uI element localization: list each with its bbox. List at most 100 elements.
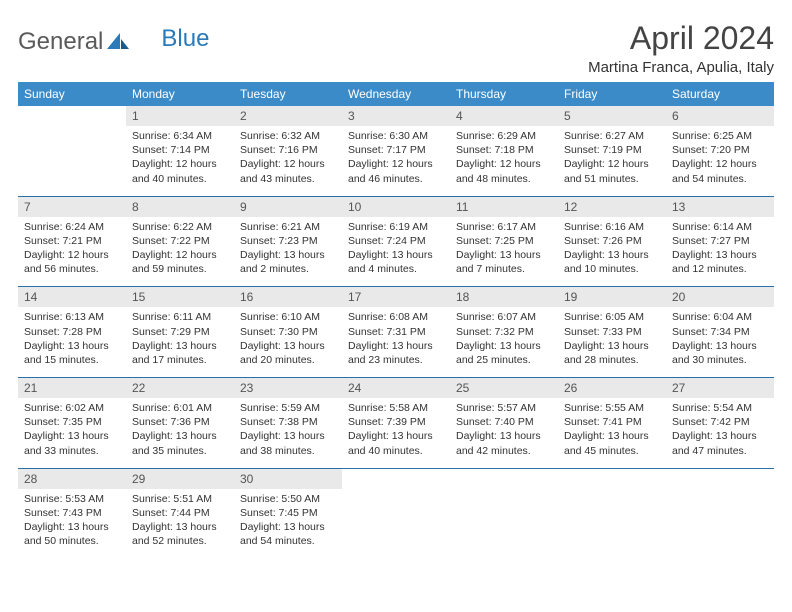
- sunset-text: Sunset: 7:27 PM: [672, 234, 768, 248]
- calendar-table: Sunday Monday Tuesday Wednesday Thursday…: [18, 82, 774, 558]
- sunrise-text: Sunrise: 6:21 AM: [240, 220, 336, 234]
- sunrise-text: Sunrise: 6:22 AM: [132, 220, 228, 234]
- sunset-text: Sunset: 7:16 PM: [240, 143, 336, 157]
- day-info: Sunrise: 6:16 AMSunset: 7:26 PMDaylight:…: [564, 220, 660, 277]
- sunset-text: Sunset: 7:35 PM: [24, 415, 120, 429]
- day-info: Sunrise: 6:29 AMSunset: 7:18 PMDaylight:…: [456, 129, 552, 186]
- calendar-cell: 11Sunrise: 6:17 AMSunset: 7:25 PMDayligh…: [450, 196, 558, 287]
- day-info: Sunrise: 5:50 AMSunset: 7:45 PMDaylight:…: [240, 492, 336, 549]
- day-number: 8: [126, 197, 234, 217]
- daylight-text: Daylight: 12 hours and 43 minutes.: [240, 157, 336, 185]
- sunset-text: Sunset: 7:43 PM: [24, 506, 120, 520]
- sunset-text: Sunset: 7:20 PM: [672, 143, 768, 157]
- calendar-cell: 14Sunrise: 6:13 AMSunset: 7:28 PMDayligh…: [18, 287, 126, 378]
- sunset-text: Sunset: 7:18 PM: [456, 143, 552, 157]
- calendar-cell: .: [18, 106, 126, 196]
- sunrise-text: Sunrise: 6:01 AM: [132, 401, 228, 415]
- day-number: 20: [666, 287, 774, 307]
- day-number: 1: [126, 106, 234, 126]
- sunset-text: Sunset: 7:31 PM: [348, 325, 444, 339]
- calendar-cell: 24 Sunrise: 5:58 AMSunset: 7:39 PMDayligh…: [342, 378, 450, 469]
- sunrise-text: Sunrise: 6:25 AM: [672, 129, 768, 143]
- daylight-text: Daylight: 12 hours and 46 minutes.: [348, 157, 444, 185]
- day-info: Sunrise: 6:27 AMSunset: 7:19 PMDaylight:…: [564, 129, 660, 186]
- calendar-cell: 25Sunrise: 5:57 AMSunset: 7:40 PMDayligh…: [450, 378, 558, 469]
- day-info: Sunrise: 6:17 AMSunset: 7:25 PMDaylight:…: [456, 220, 552, 277]
- day-number: 25: [450, 378, 558, 398]
- daylight-text: Daylight: 13 hours and 23 minutes.: [348, 339, 444, 367]
- sunrise-text: Sunrise: 6:14 AM: [672, 220, 768, 234]
- day-number: 24: [342, 378, 450, 398]
- calendar-cell: 7Sunrise: 6:24 AMSunset: 7:21 PMDaylight…: [18, 196, 126, 287]
- day-info: Sunrise: 6:30 AMSunset: 7:17 PMDaylight:…: [348, 129, 444, 186]
- calendar-cell: 21Sunrise: 6:02 AMSunset: 7:35 PMDayligh…: [18, 378, 126, 469]
- daylight-text: Daylight: 13 hours and 35 minutes.: [132, 429, 228, 457]
- daylight-text: Daylight: 13 hours and 50 minutes.: [24, 520, 120, 548]
- calendar-cell: 29Sunrise: 5:51 AMSunset: 7:44 PMDayligh…: [126, 468, 234, 558]
- day-number: 16: [234, 287, 342, 307]
- weekday-header: Thursday: [450, 82, 558, 106]
- weekday-header: Tuesday: [234, 82, 342, 106]
- day-info: Sunrise: 6:34 AMSunset: 7:14 PMDaylight:…: [132, 129, 228, 186]
- daylight-text: Daylight: 13 hours and 47 minutes.: [672, 429, 768, 457]
- calendar-cell: 9Sunrise: 6:21 AMSunset: 7:23 PMDaylight…: [234, 196, 342, 287]
- calendar-cell: 18Sunrise: 6:07 AMSunset: 7:32 PMDayligh…: [450, 287, 558, 378]
- day-number: 7: [18, 197, 126, 217]
- sunrise-text: Sunrise: 6:16 AM: [564, 220, 660, 234]
- daylight-text: Daylight: 13 hours and 52 minutes.: [132, 520, 228, 548]
- daylight-text: Daylight: 13 hours and 30 minutes.: [672, 339, 768, 367]
- day-info: Sunrise: 5:55 AMSunset: 7:41 PMDaylight:…: [564, 401, 660, 458]
- sunrise-text: Sunrise: 6:17 AM: [456, 220, 552, 234]
- calendar-cell: 6Sunrise: 6:25 AMSunset: 7:20 PMDaylight…: [666, 106, 774, 196]
- calendar-head: Sunday Monday Tuesday Wednesday Thursday…: [18, 82, 774, 106]
- calendar-cell: 10Sunrise: 6:19 AMSunset: 7:24 PMDayligh…: [342, 196, 450, 287]
- sunset-text: Sunset: 7:33 PM: [564, 325, 660, 339]
- daylight-text: Daylight: 13 hours and 40 minutes.: [348, 429, 444, 457]
- daylight-text: Daylight: 13 hours and 10 minutes.: [564, 248, 660, 276]
- day-info: Sunrise: 6:14 AMSunset: 7:27 PMDaylight:…: [672, 220, 768, 277]
- day-info: Sunrise: 6:11 AMSunset: 7:29 PMDaylight:…: [132, 310, 228, 367]
- sunrise-text: Sunrise: 6:05 AM: [564, 310, 660, 324]
- day-info: Sunrise: 5:58 AMSunset: 7:39 PMDaylight:…: [348, 401, 444, 458]
- calendar-row: 14Sunrise: 6:13 AMSunset: 7:28 PMDayligh…: [18, 287, 774, 378]
- logo: General Blue: [18, 20, 209, 56]
- sunset-text: Sunset: 7:36 PM: [132, 415, 228, 429]
- calendar-cell: 5Sunrise: 6:27 AMSunset: 7:19 PMDaylight…: [558, 106, 666, 196]
- sunset-text: Sunset: 7:41 PM: [564, 415, 660, 429]
- sunrise-text: Sunrise: 6:27 AM: [564, 129, 660, 143]
- sunrise-text: Sunrise: 5:51 AM: [132, 492, 228, 506]
- calendar-cell: 19Sunrise: 6:05 AMSunset: 7:33 PMDayligh…: [558, 287, 666, 378]
- sunset-text: Sunset: 7:28 PM: [24, 325, 120, 339]
- day-number: 3: [342, 106, 450, 126]
- sunset-text: Sunset: 7:29 PM: [132, 325, 228, 339]
- day-number: 9: [234, 197, 342, 217]
- month-title: April 2024: [588, 20, 774, 57]
- calendar-cell: 2Sunrise: 6:32 AMSunset: 7:16 PMDaylight…: [234, 106, 342, 196]
- calendar-cell: .: [450, 468, 558, 558]
- weekday-header: Friday: [558, 82, 666, 106]
- calendar-cell: .: [342, 468, 450, 558]
- day-info: Sunrise: 6:10 AMSunset: 7:30 PMDaylight:…: [240, 310, 336, 367]
- sunrise-text: Sunrise: 6:34 AM: [132, 129, 228, 143]
- day-number: 26: [558, 378, 666, 398]
- day-info: Sunrise: 6:22 AMSunset: 7:22 PMDaylight:…: [132, 220, 228, 277]
- daylight-text: Daylight: 13 hours and 4 minutes.: [348, 248, 444, 276]
- sunrise-text: Sunrise: 6:08 AM: [348, 310, 444, 324]
- daylight-text: Daylight: 13 hours and 25 minutes.: [456, 339, 552, 367]
- sunrise-text: Sunrise: 6:24 AM: [24, 220, 120, 234]
- sunset-text: Sunset: 7:23 PM: [240, 234, 336, 248]
- sunrise-text: Sunrise: 6:04 AM: [672, 310, 768, 324]
- sunrise-text: Sunrise: 6:07 AM: [456, 310, 552, 324]
- weekday-header: Sunday: [18, 82, 126, 106]
- day-number: 30: [234, 469, 342, 489]
- calendar-cell: 28Sunrise: 5:53 AMSunset: 7:43 PMDayligh…: [18, 468, 126, 558]
- calendar-body: .1Sunrise: 6:34 AMSunset: 7:14 PMDayligh…: [18, 106, 774, 558]
- day-number: 22: [126, 378, 234, 398]
- sunrise-text: Sunrise: 5:57 AM: [456, 401, 552, 415]
- day-info: Sunrise: 6:05 AMSunset: 7:33 PMDaylight:…: [564, 310, 660, 367]
- sunrise-text: Sunrise: 6:19 AM: [348, 220, 444, 234]
- sunrise-text: Sunrise: 5:59 AM: [240, 401, 336, 415]
- logo-sail-icon: [107, 31, 129, 54]
- day-info: Sunrise: 6:32 AMSunset: 7:16 PMDaylight:…: [240, 129, 336, 186]
- calendar-cell: 1 Sunrise: 6:34 AMSunset: 7:14 PMDaylight…: [126, 106, 234, 196]
